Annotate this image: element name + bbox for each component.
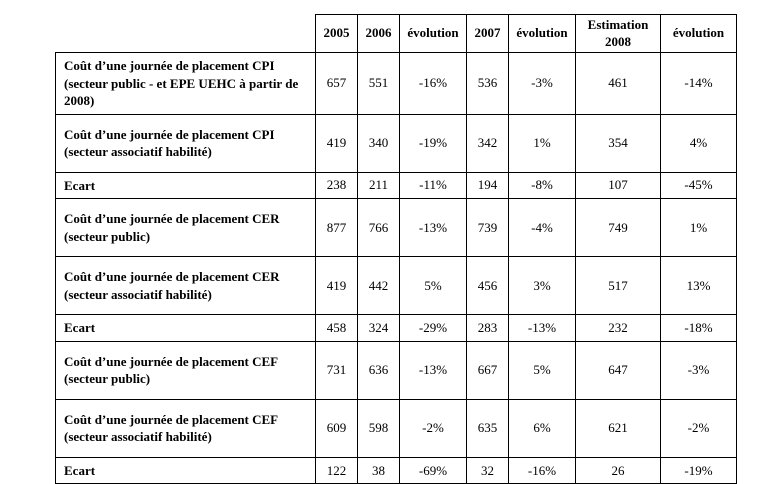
cell-value: 38 [357,456,400,484]
cell-value: 609 [315,398,358,458]
cell-value: 551 [357,52,400,115]
cell-value: -13% [508,314,576,342]
row-label: Coût d’une journée de placement CER (sec… [55,198,316,258]
cell-value: 5% [399,256,467,316]
table-row-ecart: Ecart 238 211 -11% 194 -8% 107 -45% [55,171,737,200]
cell-value: 749 [575,198,661,258]
cell-value: 621 [575,398,661,458]
table-row-ecart: Ecart 122 38 -69% 32 -16% 26 -19% [55,456,737,484]
table-row: Coût d’une journée de placement CEF (sec… [55,398,737,458]
cell-value: -18% [660,314,737,342]
row-label: Coût d’une journée de placement CEF (sec… [55,398,316,458]
table-row: Coût d’une journée de placement CER (sec… [55,256,737,316]
column-header-2006: 2006 [357,14,400,53]
cell-value: -29% [399,314,467,342]
column-header-2007: 2007 [466,14,509,53]
row-label: Ecart [55,171,316,200]
cell-value: 194 [466,171,509,200]
cost-table-container: 2005 2006 évolution 2007 évolution Estim… [55,14,737,484]
cell-value: 739 [466,198,509,258]
row-label: Coût d’une journée de placement CPI (sec… [55,113,316,173]
cell-value: 419 [315,113,358,173]
cell-value: 122 [315,456,358,484]
cell-value: 1% [508,113,576,173]
cell-value: 456 [466,256,509,316]
cell-value: -8% [508,171,576,200]
cell-value: 354 [575,113,661,173]
table-row: Coût d’une journée de placement CPI (sec… [55,52,737,115]
placement-cost-table: 2005 2006 évolution 2007 évolution Estim… [55,14,737,484]
cell-value: -2% [660,398,737,458]
cell-value: 211 [357,171,400,200]
cell-value: 536 [466,52,509,115]
cell-value: 238 [315,171,358,200]
cell-value: 766 [357,198,400,258]
cell-value: 13% [660,256,737,316]
cell-value: 26 [575,456,661,484]
column-header-2005: 2005 [315,14,358,53]
cell-value: 419 [315,256,358,316]
cell-value: 598 [357,398,400,458]
cell-value: 342 [466,113,509,173]
cell-value: -69% [399,456,467,484]
cell-value: 4% [660,113,737,173]
cell-value: 731 [315,340,358,400]
table-row: Coût d’une journée de placement CEF (sec… [55,340,737,400]
column-header-evolution-1: évolution [399,14,467,53]
row-label: Coût d’une journée de placement CEF (sec… [55,340,316,400]
cell-value: 461 [575,52,661,115]
cell-value: 6% [508,398,576,458]
table-row: Coût d’une journée de placement CER (sec… [55,198,737,258]
cell-value: -3% [508,52,576,115]
cell-value: 107 [575,171,661,200]
cell-value: 667 [466,340,509,400]
cell-value: 1% [660,198,737,258]
header-row: 2005 2006 évolution 2007 évolution Estim… [55,14,737,53]
cell-value: -3% [660,340,737,400]
cell-value: 636 [357,340,400,400]
cell-value: 3% [508,256,576,316]
cell-value: 340 [357,113,400,173]
row-label: Ecart [55,314,316,342]
corner-cell [55,14,316,53]
cell-value: -13% [399,198,467,258]
cell-value: 5% [508,340,576,400]
cell-value: 657 [315,52,358,115]
cell-value: -14% [660,52,737,115]
cell-value: -4% [508,198,576,258]
cell-value: 283 [466,314,509,342]
row-label: Coût d’une journée de placement CPI (sec… [55,52,316,115]
cell-value: -16% [399,52,467,115]
cell-value: -16% [508,456,576,484]
cell-value: 877 [315,198,358,258]
table-row-ecart: Ecart 458 324 -29% 283 -13% 232 -18% [55,314,737,342]
cell-value: -13% [399,340,467,400]
column-header-evolution-2: évolution [508,14,576,53]
cell-value: -45% [660,171,737,200]
cell-value: -19% [660,456,737,484]
column-header-estimation-2008: Estimation 2008 [575,14,661,53]
cell-value: 647 [575,340,661,400]
cell-value: 232 [575,314,661,342]
row-label: Ecart [55,456,316,484]
cell-value: 32 [466,456,509,484]
cell-value: 458 [315,314,358,342]
cell-value: 635 [466,398,509,458]
column-header-evolution-3: évolution [660,14,737,53]
cell-value: 442 [357,256,400,316]
row-label: Coût d’une journée de placement CER (sec… [55,256,316,316]
cell-value: -19% [399,113,467,173]
cell-value: 517 [575,256,661,316]
cell-value: -11% [399,171,467,200]
cell-value: 324 [357,314,400,342]
table-row: Coût d’une journée de placement CPI (sec… [55,113,737,173]
cell-value: -2% [399,398,467,458]
